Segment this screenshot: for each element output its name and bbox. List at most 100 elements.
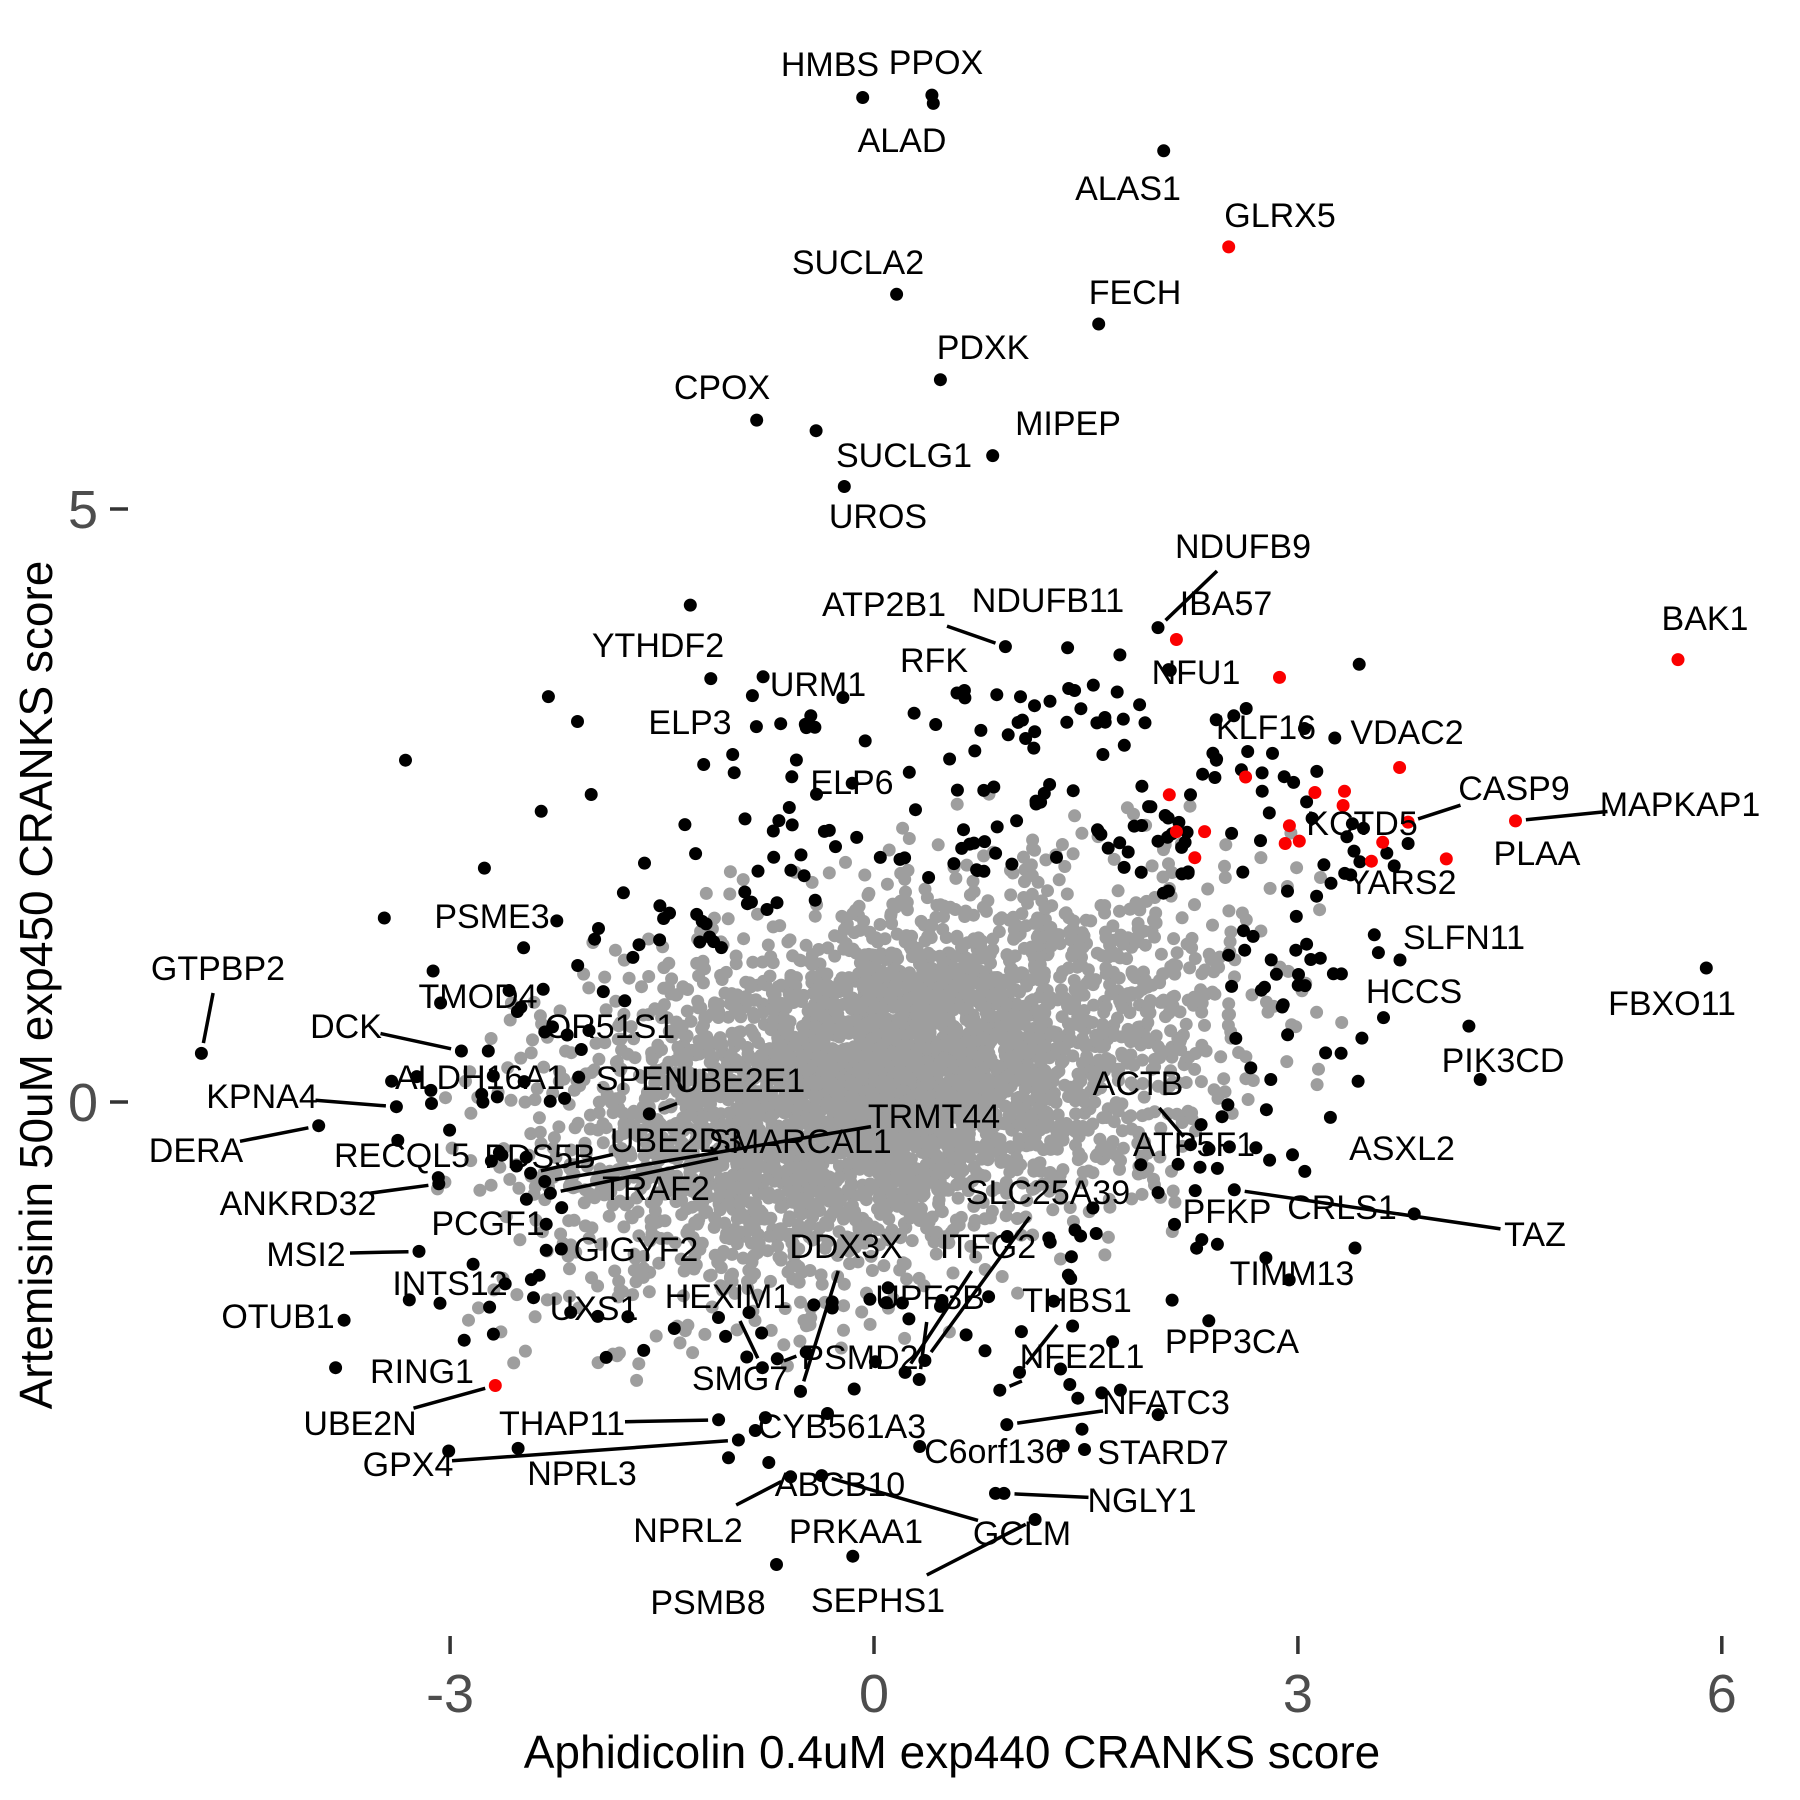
background-point xyxy=(865,1087,879,1100)
background-point xyxy=(1164,1024,1178,1038)
gene-label-KPNA4: KPNA4 xyxy=(206,1078,318,1116)
background-point xyxy=(676,1289,690,1303)
data-point-THAP11 xyxy=(712,1413,726,1427)
background-point xyxy=(547,1131,561,1145)
gene-label-MSI2: MSI2 xyxy=(266,1236,345,1274)
background-point xyxy=(1052,1119,1066,1133)
background-point xyxy=(1148,1060,1162,1074)
background-point xyxy=(959,951,972,964)
unlabeled-point xyxy=(968,744,982,758)
background-point xyxy=(1077,929,1091,943)
background-point xyxy=(844,1231,858,1245)
background-point xyxy=(818,1009,832,1023)
background-point xyxy=(1173,1035,1187,1049)
background-point xyxy=(792,1275,806,1289)
unlabeled-point xyxy=(950,783,964,797)
unlabeled-hit-point xyxy=(1169,825,1183,839)
background-point xyxy=(703,1047,717,1061)
background-point xyxy=(1168,1195,1182,1209)
background-point xyxy=(487,1283,501,1297)
background-point xyxy=(900,1113,914,1127)
background-point xyxy=(1162,857,1175,871)
background-point xyxy=(931,838,945,852)
background-point xyxy=(992,913,1006,927)
unlabeled-point xyxy=(621,1310,635,1324)
background-point xyxy=(807,1162,821,1176)
background-point xyxy=(831,1248,845,1262)
labeled-points-layer xyxy=(194,88,1713,1571)
background-point xyxy=(858,868,872,882)
background-point xyxy=(1028,916,1042,930)
background-point xyxy=(894,894,908,908)
background-point xyxy=(724,1075,738,1089)
background-point xyxy=(735,1168,749,1182)
background-point xyxy=(1246,1074,1260,1087)
unlabeled-point xyxy=(571,715,584,728)
background-point xyxy=(806,1122,820,1136)
background-point xyxy=(568,1121,582,1135)
unlabeled-point xyxy=(1304,953,1318,966)
unlabeled-point xyxy=(1134,1158,1148,1172)
background-point xyxy=(459,1074,472,1088)
background-point xyxy=(662,1055,676,1069)
gene-label-NFATC3: NFATC3 xyxy=(1102,1384,1230,1422)
background-point xyxy=(660,1231,674,1245)
background-point xyxy=(887,1113,901,1127)
unlabeled-point xyxy=(738,812,752,826)
gene-label-PLAA: PLAA xyxy=(1494,835,1581,873)
background-point xyxy=(999,1209,1013,1223)
background-point xyxy=(1241,1093,1255,1106)
gene-label-PSMB8: PSMB8 xyxy=(650,1584,765,1622)
unlabeled-point xyxy=(990,820,1004,834)
data-point-SMG7 xyxy=(799,1345,813,1359)
gene-label-BAK1: BAK1 xyxy=(1662,600,1749,638)
background-point xyxy=(1086,1070,1100,1084)
background-point xyxy=(906,991,919,1005)
background-point xyxy=(1222,904,1236,918)
background-point xyxy=(975,1032,989,1046)
background-point xyxy=(865,1159,878,1173)
background-point xyxy=(1175,1116,1189,1129)
unlabeled-point xyxy=(1095,1386,1109,1400)
background-point xyxy=(949,871,963,885)
background-point xyxy=(778,1302,792,1315)
background-point xyxy=(916,1163,930,1177)
label-leader-line xyxy=(738,1320,760,1359)
background-point xyxy=(501,1061,515,1075)
background-point xyxy=(1056,1054,1070,1068)
unlabeled-point xyxy=(457,1333,471,1347)
unlabeled-point xyxy=(955,841,969,855)
unlabeled-point xyxy=(554,1242,568,1256)
background-point xyxy=(806,1144,820,1158)
background-point xyxy=(650,1194,663,1207)
unlabeled-point xyxy=(703,930,717,944)
background-point xyxy=(827,1194,841,1208)
background-point xyxy=(1188,898,1201,912)
gene-label-ATP2B1: ATP2B1 xyxy=(822,586,946,624)
background-point xyxy=(741,1282,755,1295)
y-tick-label: 5 xyxy=(68,480,98,540)
background-point xyxy=(1170,946,1184,960)
data-point-SMARCAL1 xyxy=(543,1186,557,1200)
unlabeled-point xyxy=(935,1294,949,1307)
unlabeled-point xyxy=(1367,928,1381,942)
background-point xyxy=(1004,1050,1017,1064)
unlabeled-point xyxy=(571,959,585,972)
background-point xyxy=(1086,1166,1100,1180)
background-point xyxy=(1090,1034,1104,1048)
background-point xyxy=(848,1001,861,1015)
unlabeled-point xyxy=(1229,1031,1243,1045)
background-point xyxy=(978,1048,992,1062)
background-point xyxy=(857,1022,871,1036)
label-leader-line xyxy=(735,1480,783,1507)
background-point xyxy=(903,1098,917,1112)
background-point xyxy=(841,1157,855,1171)
background-point xyxy=(931,1059,945,1072)
background-point xyxy=(1188,1062,1202,1076)
background-point xyxy=(1145,978,1159,992)
background-point xyxy=(596,1136,610,1150)
background-point xyxy=(806,1210,820,1224)
gene-label-CASP9: CASP9 xyxy=(1458,770,1570,808)
data-point-VDAC2 xyxy=(1393,761,1407,774)
data-point-TRMT44 xyxy=(538,1175,552,1188)
